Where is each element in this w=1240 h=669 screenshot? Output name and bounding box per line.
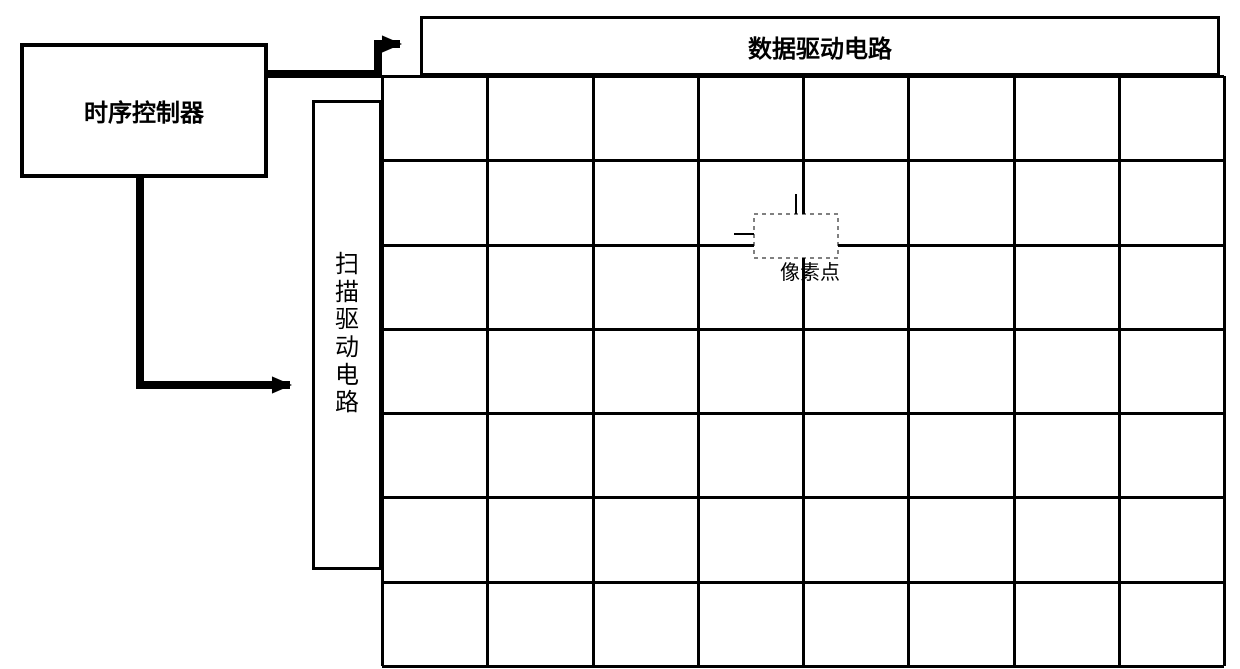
arrow-to-scan-driver [0,0,1240,669]
